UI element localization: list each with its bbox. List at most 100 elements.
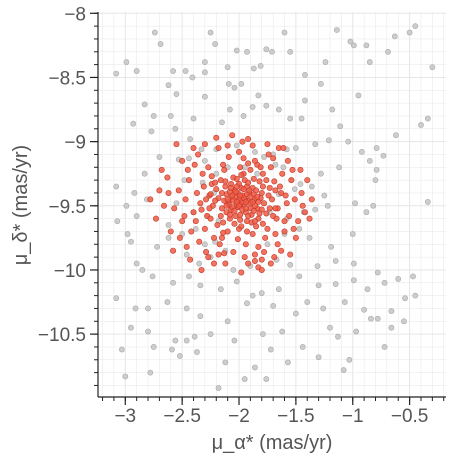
member-star-point xyxy=(251,251,258,258)
field-star-point xyxy=(122,373,129,380)
member-star-point xyxy=(198,266,205,273)
field-star-point xyxy=(202,93,208,100)
member-star-point xyxy=(240,186,247,193)
member-star-point xyxy=(251,157,258,164)
field-star-point xyxy=(352,200,358,207)
field-star-point xyxy=(165,234,172,241)
y-tick-label: −10 xyxy=(54,261,86,282)
y-tick-label: −8 xyxy=(64,4,86,25)
field-star-point xyxy=(292,310,299,317)
field-star-point xyxy=(345,138,352,145)
field-star-point xyxy=(320,305,327,312)
field-star-point xyxy=(165,222,172,228)
member-star-point xyxy=(282,192,289,199)
field-star-point xyxy=(198,146,205,153)
field-star-point xyxy=(402,295,408,302)
y-tick-label: −10.5 xyxy=(38,325,86,346)
member-star-point xyxy=(220,161,227,168)
member-star-point xyxy=(242,198,249,205)
field-star-point xyxy=(263,102,270,109)
field-star-point xyxy=(187,136,194,142)
member-star-point xyxy=(299,202,306,209)
member-star-point xyxy=(237,211,244,218)
field-star-point xyxy=(252,148,258,155)
x-axis-label: μ_α* (mas/yr) xyxy=(212,432,333,454)
member-star-point xyxy=(261,248,268,255)
field-star-point xyxy=(133,213,140,219)
field-star-point xyxy=(169,346,175,353)
field-star-point xyxy=(410,273,416,280)
field-star-point xyxy=(285,359,291,366)
member-star-point xyxy=(187,256,194,263)
field-star-point xyxy=(406,29,413,36)
field-star-point xyxy=(363,42,370,49)
field-star-point xyxy=(329,106,336,113)
member-star-point xyxy=(175,187,182,194)
member-star-point xyxy=(237,192,244,199)
member-star-point xyxy=(283,200,290,207)
field-star-point xyxy=(156,154,163,160)
field-star-point xyxy=(302,97,308,104)
field-star-point xyxy=(263,376,270,382)
field-star-point xyxy=(341,299,348,305)
member-star-point xyxy=(265,192,272,199)
member-star-point xyxy=(222,183,229,190)
field-star-point xyxy=(322,59,329,65)
field-star-point xyxy=(233,47,240,54)
field-star-point xyxy=(227,106,233,113)
field-star-point xyxy=(145,328,151,335)
member-star-point xyxy=(234,236,241,243)
field-star-point xyxy=(395,276,402,282)
field-star-point xyxy=(335,333,341,340)
member-star-point xyxy=(205,164,212,171)
member-star-point xyxy=(179,157,186,164)
field-star-point xyxy=(314,263,321,269)
member-star-point xyxy=(301,209,308,216)
field-star-point xyxy=(128,324,134,331)
member-star-point xyxy=(278,247,285,254)
field-star-point xyxy=(366,157,373,164)
member-star-point xyxy=(281,228,288,235)
member-star-point xyxy=(255,243,262,250)
member-star-point xyxy=(266,205,273,212)
field-star-point xyxy=(429,64,436,71)
field-star-point xyxy=(418,122,424,128)
member-star-point xyxy=(279,170,286,177)
member-star-point xyxy=(291,196,298,203)
field-star-point xyxy=(173,91,180,98)
member-star-point xyxy=(250,207,257,214)
member-star-point xyxy=(201,225,208,232)
member-star-point xyxy=(245,160,252,167)
field-star-point xyxy=(172,337,179,344)
member-star-point xyxy=(188,228,195,235)
field-star-point xyxy=(131,190,138,196)
field-star-point xyxy=(296,225,303,232)
field-star-point xyxy=(114,218,121,225)
member-star-point xyxy=(195,151,202,158)
field-star-point xyxy=(373,145,380,151)
member-star-point xyxy=(237,216,244,223)
member-star-point xyxy=(264,225,271,232)
member-star-point xyxy=(221,250,228,257)
field-star-point xyxy=(287,261,294,268)
field-star-point xyxy=(391,33,398,40)
field-star-point xyxy=(170,279,176,286)
member-star-point xyxy=(268,196,275,203)
member-star-point xyxy=(281,218,288,225)
member-star-point xyxy=(211,260,218,267)
field-star-point xyxy=(183,251,190,258)
member-star-point xyxy=(218,234,225,241)
member-star-point xyxy=(270,155,277,162)
field-star-point xyxy=(325,137,332,144)
field-star-point xyxy=(215,385,222,391)
member-star-point xyxy=(276,183,283,190)
field-star-point xyxy=(255,92,262,99)
field-star-point xyxy=(364,286,371,293)
member-star-point xyxy=(267,260,274,267)
member-star-point xyxy=(220,219,227,226)
field-star-point xyxy=(190,115,197,122)
field-star-point xyxy=(368,315,374,322)
member-star-point xyxy=(238,269,245,276)
field-star-point xyxy=(173,200,180,207)
